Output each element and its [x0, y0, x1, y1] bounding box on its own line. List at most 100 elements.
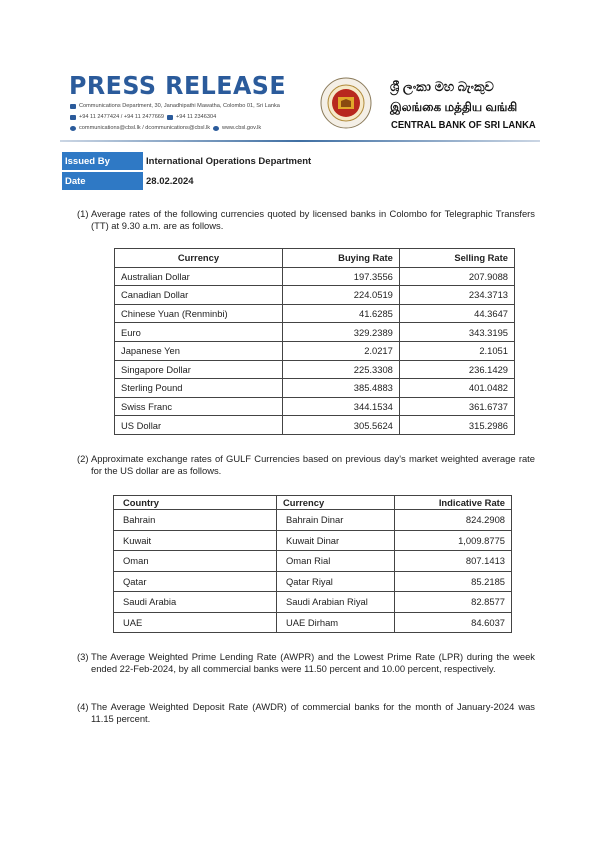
- date-value: 28.02.2024: [146, 175, 194, 187]
- column-header: Selling Rate: [398, 248, 516, 268]
- section-2-text: (2) Approximate exchange rates of GULF Cu…: [77, 453, 535, 476]
- press-release-title: PRESS RELEASE: [69, 71, 287, 100]
- table-cell: US Dollar: [114, 415, 283, 435]
- table-cell: UAE Dirham: [276, 611, 395, 633]
- section-3-text: (3) The Average Weighted Prime Lending Ra…: [77, 651, 535, 674]
- table-cell: 344.1534: [282, 396, 400, 417]
- table-row: Kuwait Kuwait Dinar 1,009.8775: [113, 529, 512, 551]
- table-row: Saudi Arabia Saudi Arabian Riyal 82.8577: [113, 591, 512, 613]
- table-cell: Bahrain Dinar: [276, 509, 395, 531]
- table-cell: 305.5624: [282, 415, 400, 435]
- section-number: (2): [77, 453, 89, 464]
- table-cell: 84.6037: [394, 611, 512, 633]
- table-row: Euro 329.2389 343.3195: [114, 322, 516, 342]
- date-label: Date: [62, 172, 143, 190]
- table-cell: 225.3308: [282, 359, 400, 380]
- section-text: Approximate exchange rates of GULF Curre…: [91, 453, 535, 476]
- table-cell: Japanese Yen: [114, 340, 283, 361]
- table-cell: 2.0217: [282, 340, 400, 361]
- table-cell: 401.0482: [398, 378, 516, 398]
- mail-icon: [70, 103, 76, 109]
- section-4-text: (4) The Average Weighted Deposit Rate (AW…: [77, 701, 535, 724]
- table-cell: Swiss Franc: [114, 396, 283, 417]
- table-cell: Singapore Dollar: [114, 359, 283, 380]
- phone-icon: [70, 114, 76, 120]
- column-header: Buying Rate: [282, 248, 400, 268]
- bank-name-tamil: இலங்கை மத்திய வங்கி: [390, 100, 518, 114]
- table-row: Qatar Qatar Riyal 85.2185: [113, 570, 512, 592]
- table-cell: 197.3556: [282, 266, 400, 287]
- column-header: Country: [113, 495, 277, 510]
- phones: +94 11 2477424 / +94 11 2477669: [79, 114, 165, 120]
- table-cell: 807.1413: [394, 550, 512, 572]
- table-cell: Chinese Yuan (Renminbi): [114, 303, 283, 324]
- section-text: The Average Weighted Deposit Rate (AWDR)…: [91, 701, 535, 724]
- emails[interactable]: communications@cbsl.lk / dcommunications…: [79, 125, 211, 131]
- table-cell: Oman Rial: [276, 550, 395, 572]
- table-cell: Canadian Dollar: [114, 285, 283, 305]
- table-cell: Saudi Arabian Riyal: [276, 591, 395, 613]
- section-text: Average rates of the following currencie…: [91, 208, 535, 231]
- column-header: Currency: [114, 248, 283, 268]
- table-cell: Australian Dollar: [114, 266, 283, 287]
- table-cell: Euro: [114, 322, 283, 342]
- table-cell: Oman: [113, 550, 277, 572]
- email-icon: [70, 125, 76, 131]
- section-text: The Average Weighted Prime Lending Rate …: [91, 651, 535, 674]
- table-cell: 44.3647: [398, 303, 516, 324]
- address: Communications Department, 30, Janadhipa…: [79, 103, 280, 109]
- column-header: Indicative Rate: [394, 495, 512, 510]
- bank-name-english: CENTRAL BANK OF SRI LANKA: [391, 119, 536, 131]
- table-cell: 2.1051: [398, 340, 516, 361]
- table-cell: Qatar Riyal: [276, 570, 395, 592]
- table-row: Singapore Dollar 225.3308 236.1429: [114, 359, 516, 380]
- table-cell: 361.6737: [398, 396, 516, 417]
- table-cell: 1,009.8775: [394, 529, 512, 551]
- table-cell: Kuwait: [113, 529, 277, 551]
- table-cell: 224.0519: [282, 285, 400, 305]
- table-cell: 41.6285: [282, 303, 400, 324]
- table-row: Sterling Pound 385.4883 401.0482: [114, 378, 516, 398]
- table-cell: 234.3713: [398, 285, 516, 305]
- section-1-text: (1) Average rates of the following curren…: [77, 208, 535, 231]
- table-row: UAE UAE Dirham 84.6037: [113, 611, 512, 633]
- bank-name-sinhala: ශ්‍රී ලංකා මහ බැංකුව: [390, 79, 494, 94]
- table-cell: Kuwait Dinar: [276, 529, 395, 551]
- table-cell: UAE: [113, 611, 277, 633]
- section-number: (3): [77, 651, 89, 662]
- table-cell: 207.9088: [398, 266, 516, 287]
- column-header: Currency: [276, 495, 395, 510]
- table-cell: Bahrain: [113, 509, 277, 531]
- table-cell: Qatar: [113, 570, 277, 592]
- fax-icon: [167, 114, 174, 120]
- table-row: Oman Oman Rial 807.1413: [113, 550, 512, 572]
- table-row: Chinese Yuan (Renminbi) 41.6285 44.3647: [114, 303, 516, 324]
- table-cell: 85.2185: [394, 570, 512, 592]
- web-icon: [213, 125, 220, 131]
- phone-line: +94 11 2477424 / +94 11 2477669 +94 11 23…: [70, 113, 216, 121]
- issued-by-value: International Operations Department: [146, 155, 312, 167]
- table-cell: 236.1429: [398, 359, 516, 380]
- table-cell: 82.8577: [394, 591, 512, 613]
- table-row: Swiss Franc 344.1534 361.6737: [114, 396, 516, 417]
- table-cell: 315.2986: [398, 415, 516, 435]
- tt-rates-table: Currency Buying Rate Selling Rate Austra…: [114, 248, 516, 435]
- table-cell: Sterling Pound: [114, 378, 283, 398]
- website-link[interactable]: www.cbsl.gov.lk: [222, 125, 262, 131]
- table-row: Bahrain Bahrain Dinar 824.2908: [113, 509, 512, 531]
- fax: +94 11 2346304: [176, 114, 217, 120]
- table-cell: 824.2908: [394, 509, 512, 531]
- table-row: US Dollar 305.5624 315.2986: [114, 415, 516, 435]
- table-row: Australian Dollar 197.3556 207.9088: [114, 266, 516, 287]
- table-row: Japanese Yen 2.0217 2.1051: [114, 340, 516, 361]
- release-meta: Issued By International Operations Depart…: [62, 150, 314, 192]
- section-number: (1): [77, 208, 89, 219]
- gulf-rates-table: Country Currency Indicative Rate Bahrain…: [113, 495, 512, 633]
- table-row: Canadian Dollar 224.0519 234.3713: [114, 285, 516, 305]
- central-bank-seal-logo: [320, 77, 372, 129]
- email-line: communications@cbsl.lk / dcommunications…: [70, 124, 261, 132]
- issued-by-label: Issued By: [62, 152, 143, 170]
- header-divider: [60, 140, 540, 142]
- table-cell: 343.3195: [398, 322, 516, 342]
- table-cell: 329.2389: [282, 322, 400, 342]
